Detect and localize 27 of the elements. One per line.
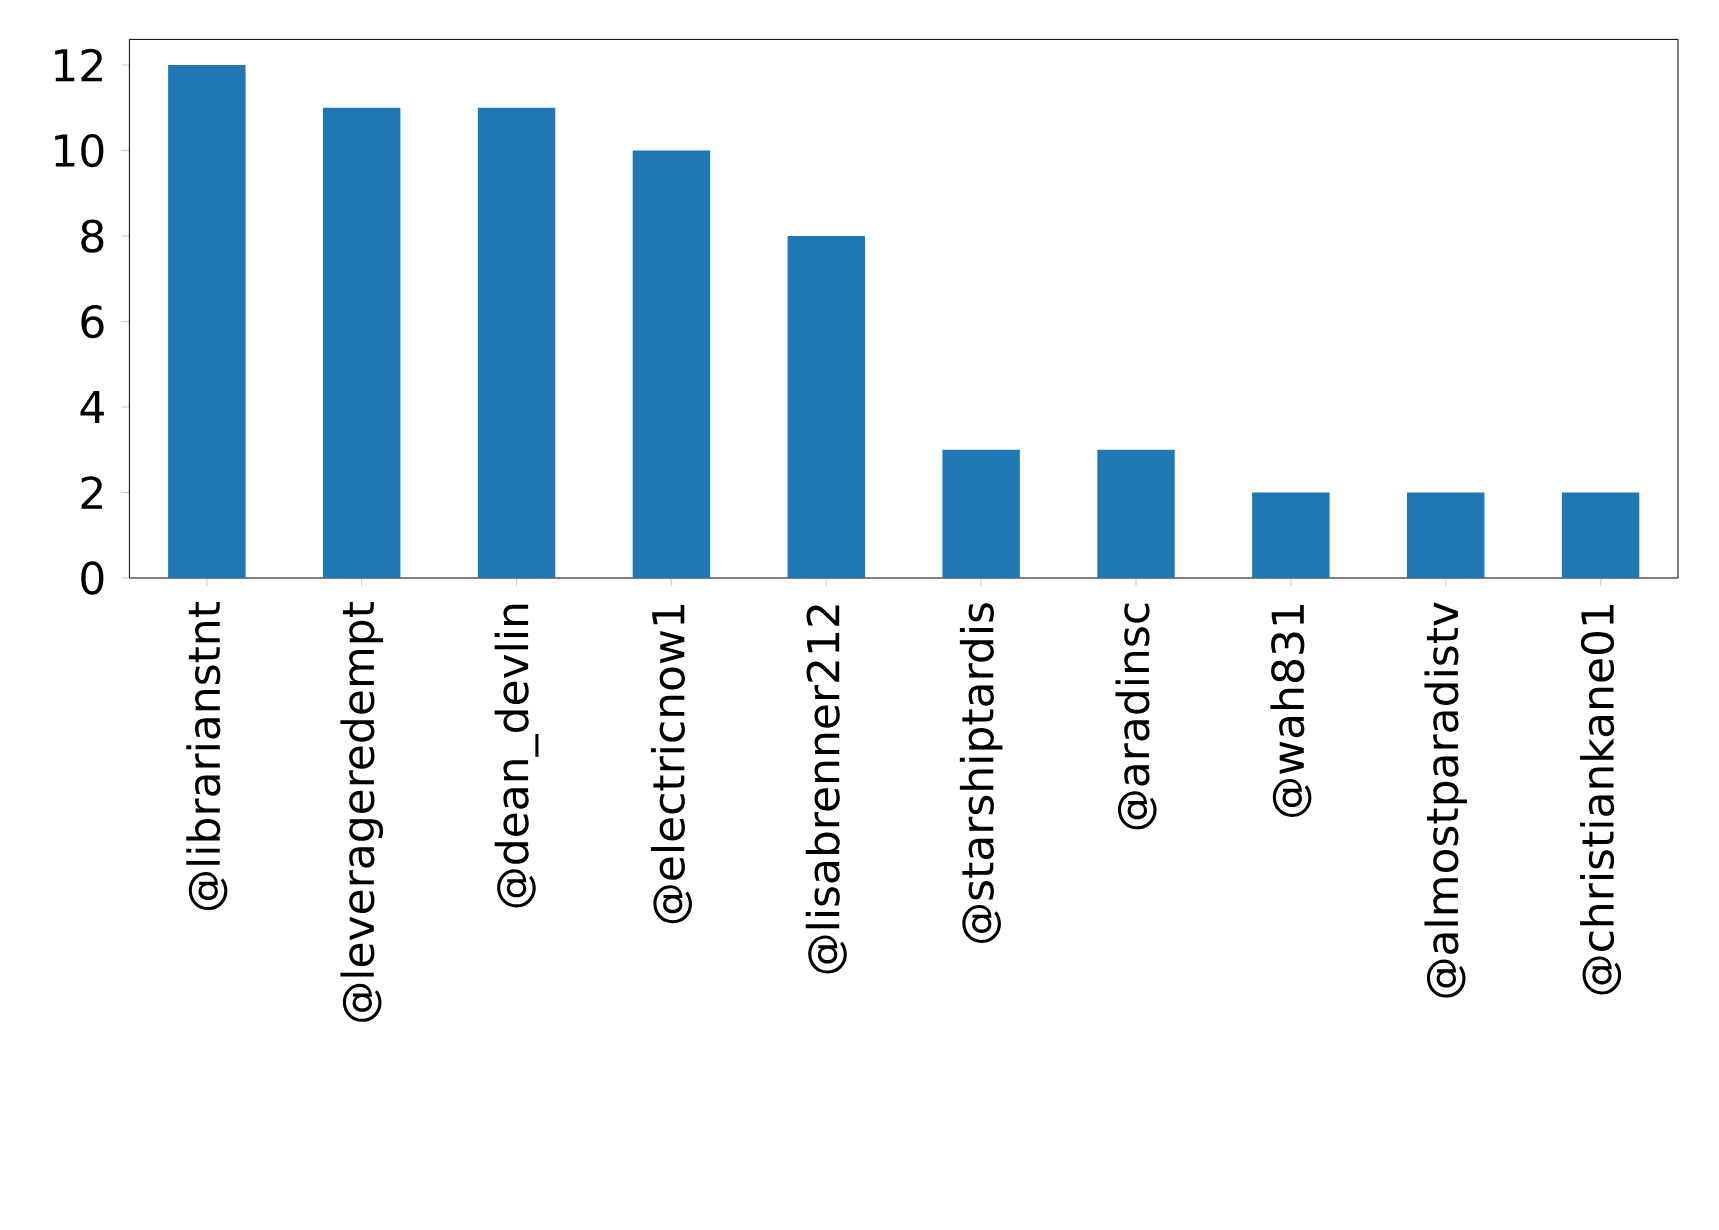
bar [632, 150, 711, 578]
bar [1561, 492, 1640, 578]
x-tick-label: @leverageredempt [340, 602, 383, 1022]
x-tick-label: @lisabrenner212 [805, 605, 847, 974]
bar [477, 107, 556, 578]
y-tick-label: 8 [81, 219, 104, 253]
x-tick-label: @christiankane01 [1580, 605, 1622, 995]
x-tick-label: @electricnow1 [650, 605, 692, 924]
y-tick-label: 10 [55, 133, 104, 168]
bar [1097, 449, 1175, 578]
bar [787, 236, 865, 578]
bar [168, 65, 246, 578]
x-tick-label: @librarianstnt [186, 602, 228, 911]
x-tick-label: @starshiptardis [959, 603, 1003, 943]
y-tick-label: 6 [81, 304, 104, 339]
y-tick-label: 12 [55, 48, 102, 82]
x-tick-label: @wah831 [1270, 605, 1312, 817]
x-tick-label: @almostparadistv [1424, 602, 1468, 998]
bar [942, 449, 1020, 578]
x-tick-label: @dean_devlin [494, 604, 539, 908]
y-tick-label: 4 [80, 390, 104, 424]
bar [1407, 492, 1485, 578]
bar [322, 107, 401, 578]
y-tick-label: 0 [81, 561, 104, 595]
y-tick-label: 2 [81, 476, 102, 509]
x-tick-label: @aradinsc [1115, 603, 1157, 830]
bar [1252, 492, 1330, 578]
